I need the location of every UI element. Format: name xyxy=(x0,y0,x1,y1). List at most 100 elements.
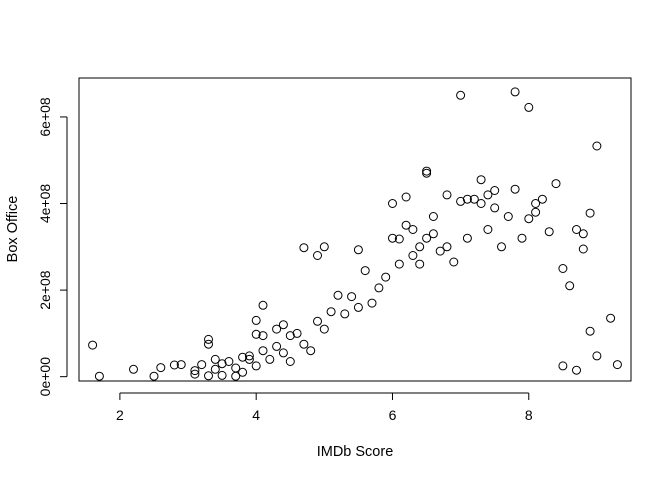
data-point xyxy=(204,371,213,381)
data-point xyxy=(299,339,309,349)
data-point xyxy=(251,361,261,371)
plot-frame xyxy=(78,77,632,382)
data-point xyxy=(612,360,622,370)
data-point xyxy=(319,324,329,334)
data-point xyxy=(88,340,98,350)
data-point xyxy=(476,199,486,208)
data-point xyxy=(428,212,438,221)
data-point xyxy=(333,290,343,300)
data-point xyxy=(585,208,595,218)
data-points xyxy=(88,87,622,381)
data-point xyxy=(531,199,541,208)
y-axis: 0e+00 2e+08 4e+08 6e+08 xyxy=(37,97,68,396)
data-point xyxy=(169,360,179,370)
data-point xyxy=(388,233,397,243)
data-point xyxy=(326,307,336,317)
data-point xyxy=(592,351,602,361)
data-point xyxy=(551,179,561,189)
data-point xyxy=(592,141,602,151)
data-point xyxy=(462,194,472,204)
data-point xyxy=(299,243,309,253)
data-point xyxy=(190,366,200,376)
data-point xyxy=(510,184,520,194)
data-point xyxy=(204,334,213,344)
data-point xyxy=(238,352,248,362)
data-point xyxy=(476,175,486,185)
data-point xyxy=(360,266,370,276)
data-point xyxy=(497,242,506,252)
data-point xyxy=(244,354,254,364)
data-point xyxy=(210,364,220,374)
data-point xyxy=(224,357,234,366)
data-point xyxy=(401,192,411,202)
x-tick-label: 2 xyxy=(116,407,124,423)
data-point xyxy=(258,346,268,356)
data-point xyxy=(238,367,248,377)
data-point xyxy=(456,90,466,100)
data-point xyxy=(381,272,391,282)
data-point xyxy=(272,341,282,351)
data-point xyxy=(244,351,254,361)
data-point xyxy=(197,360,207,370)
data-point xyxy=(251,329,261,339)
data-point xyxy=(347,292,357,302)
data-point xyxy=(156,363,166,373)
data-point xyxy=(149,371,159,381)
x-tick-label: 6 xyxy=(389,407,397,423)
x-tick-label: 4 xyxy=(252,407,260,423)
data-point xyxy=(490,203,500,213)
data-point xyxy=(442,190,452,200)
data-point xyxy=(510,87,520,97)
data-point xyxy=(422,166,432,176)
data-point xyxy=(435,246,445,256)
data-point xyxy=(367,298,377,308)
y-tick-label: 6e+08 xyxy=(37,97,53,137)
data-point xyxy=(422,233,432,243)
data-point xyxy=(258,300,268,310)
data-point xyxy=(572,225,581,234)
data-point xyxy=(524,214,534,224)
data-point xyxy=(340,309,350,319)
data-point xyxy=(462,233,472,243)
data-point xyxy=(572,365,581,375)
data-point xyxy=(517,233,527,243)
data-point xyxy=(278,348,288,358)
data-point xyxy=(394,234,404,244)
y-axis-label: Box Office xyxy=(5,196,21,263)
data-point xyxy=(483,190,493,200)
data-point xyxy=(285,331,295,341)
data-point xyxy=(353,302,363,312)
data-point xyxy=(204,339,213,349)
data-point xyxy=(292,328,302,338)
data-point xyxy=(251,315,261,325)
data-point xyxy=(531,207,541,217)
data-point xyxy=(265,354,275,364)
data-point xyxy=(210,354,220,364)
data-point xyxy=(558,264,568,273)
data-point xyxy=(415,242,425,252)
y-tick-label: 4e+08 xyxy=(37,184,53,224)
data-point xyxy=(394,259,404,269)
data-point xyxy=(428,229,438,239)
data-point xyxy=(408,225,418,234)
data-point xyxy=(285,357,295,366)
data-point xyxy=(578,229,588,239)
data-point xyxy=(442,242,452,252)
data-point xyxy=(401,220,411,230)
data-point xyxy=(217,359,227,369)
data-point xyxy=(544,227,554,237)
data-point xyxy=(388,199,397,208)
data-point xyxy=(313,316,322,326)
data-point xyxy=(524,102,534,112)
data-point xyxy=(558,361,568,371)
data-point xyxy=(415,259,425,269)
data-point xyxy=(94,371,104,381)
data-point xyxy=(190,369,200,379)
data-point xyxy=(606,313,616,323)
data-point xyxy=(503,212,513,221)
data-point xyxy=(449,257,459,267)
x-axis: 2 4 6 8 xyxy=(116,392,533,423)
x-axis-label: IMDb Score xyxy=(317,444,394,460)
